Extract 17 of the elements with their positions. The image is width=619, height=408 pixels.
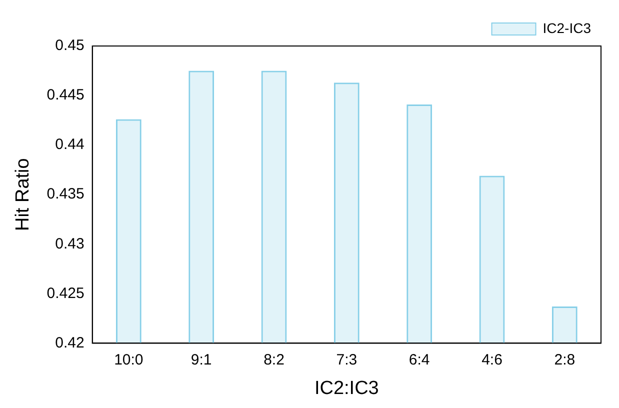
x-axis-title: IC2:IC3 bbox=[314, 378, 379, 399]
x-tick-label: 2:8 bbox=[554, 351, 576, 368]
x-tick-label: 6:4 bbox=[408, 351, 430, 368]
x-tick-label: 4:6 bbox=[482, 351, 502, 368]
y-tick-label: 0.44 bbox=[55, 136, 84, 154]
y-axis-title: Hit Ratio bbox=[12, 158, 34, 232]
x-tick-label: 8:2 bbox=[264, 351, 284, 368]
x-tick-label: 10:0 bbox=[114, 351, 144, 368]
x-tick-label: 9:1 bbox=[190, 351, 212, 368]
y-tick-label: 0.45 bbox=[55, 37, 84, 54]
y-tick-label: 0.43 bbox=[55, 235, 84, 252]
y-tick-label: 0.445 bbox=[46, 86, 84, 104]
x-tick-label: 7:3 bbox=[336, 351, 358, 368]
y-tick-label: 0.425 bbox=[46, 284, 84, 302]
y-tick-label: 0.42 bbox=[55, 334, 84, 352]
y-tick-label: 0.435 bbox=[46, 186, 84, 203]
legend-label: IC2-IC3 bbox=[542, 20, 592, 36]
